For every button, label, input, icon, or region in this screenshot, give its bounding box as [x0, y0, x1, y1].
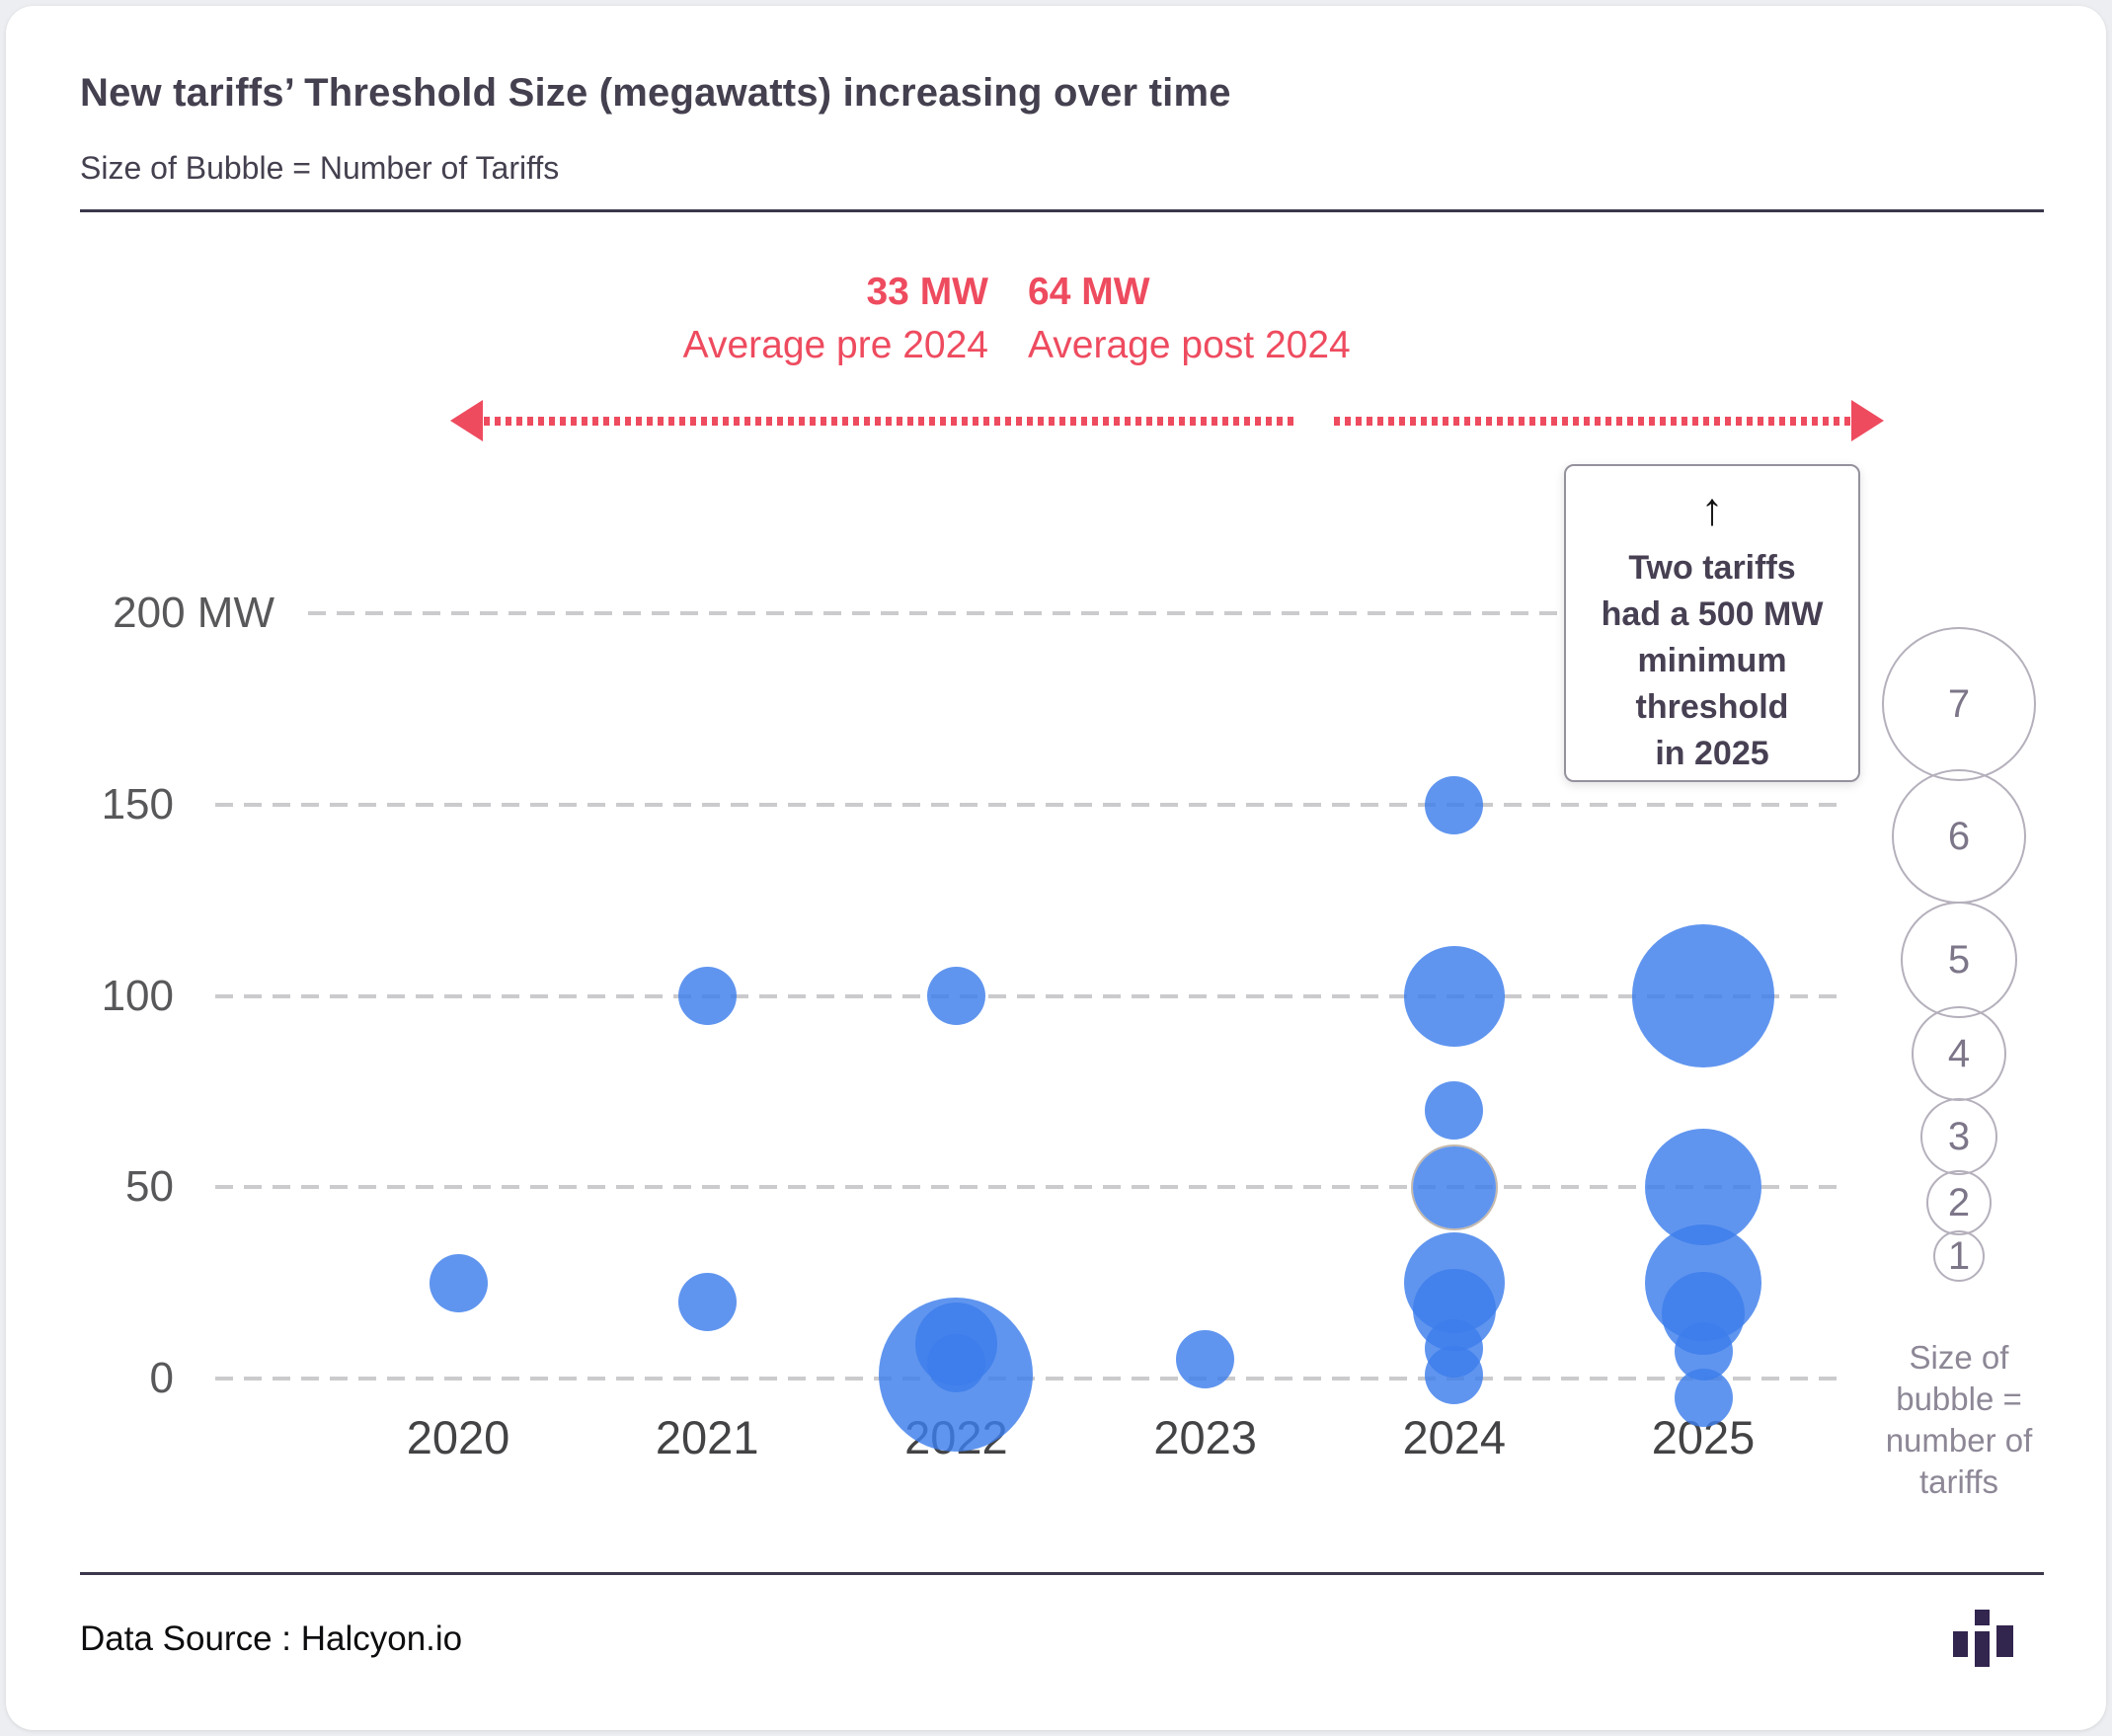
x-axis-label-2023: 2023: [1153, 1411, 1257, 1463]
legend-bubble-4: 4: [1912, 1006, 2006, 1101]
legend-bubble-3: 3: [1920, 1098, 1997, 1175]
chart-subtitle: Size of Bubble = Number of Tariffs: [80, 150, 560, 186]
legend-bubble-7: 7: [1882, 627, 2036, 781]
x-axis-label-2021: 2021: [655, 1411, 759, 1463]
bubble-2024-1mw[interactable]: [1425, 1345, 1484, 1404]
pre-2024-dotted-line: [484, 417, 1294, 426]
arrow-left-icon: [450, 400, 483, 441]
header-divider: [80, 209, 2044, 212]
post-2024-dotted-line: [1334, 417, 1854, 426]
bubble-2021-20mw[interactable]: [677, 1273, 737, 1332]
logo-center-bar: [1975, 1631, 1990, 1667]
callout-500mw-note: ↑ Two tariffs had a 500 MW minimum threshol…: [1564, 464, 1860, 782]
bubble-2025-100mw[interactable]: [1631, 924, 1775, 1067]
bubble-2024-100mw[interactable]: [1403, 945, 1505, 1047]
logo-top-dash: [1975, 1610, 1990, 1625]
halcyon-logo: [1945, 1610, 2024, 1669]
chart-card: New tariffs’ Threshold Size (megawatts) …: [6, 6, 2106, 1730]
legend-caption: Size of bubble = number of tariffs: [1885, 1339, 2033, 1500]
page-title: New tariffs’ Threshold Size (megawatts) …: [80, 71, 1231, 115]
legend-bubble-2: 2: [1926, 1170, 1992, 1235]
bubble-2024-150mw[interactable]: [1425, 775, 1484, 834]
annotation-average-post-2024: 64 MW Average post 2024: [1028, 267, 1351, 373]
pre-2024-label: Average pre 2024: [682, 324, 988, 366]
post-2024-label: Average post 2024: [1028, 324, 1351, 366]
bubble-2023-5mw[interactable]: [1176, 1330, 1235, 1389]
y-axis-tick-150: 150: [101, 780, 174, 829]
y-axis-tick-100: 100: [101, 971, 174, 1020]
bubble-2022-100mw[interactable]: [926, 967, 985, 1026]
legend-bubble-6: 6: [1892, 769, 2026, 904]
legend-bubble-5: 5: [1901, 902, 2017, 1018]
x-axis-label-2020: 2020: [406, 1411, 510, 1463]
annotation-average-pre-2024: 33 MW Average pre 2024: [683, 267, 988, 373]
bubble-2022-4mw[interactable]: [926, 1334, 985, 1392]
y-axis-tick-0: 0: [149, 1354, 174, 1402]
gridline-100mw: [215, 993, 1838, 998]
bubble-2021-100mw[interactable]: [677, 967, 737, 1026]
up-arrow-icon: ↑: [1700, 483, 1724, 534]
footer-divider: [80, 1572, 2044, 1575]
bubble-2024-50mw[interactable]: [1413, 1145, 1496, 1229]
gridline-200mw: [308, 611, 1838, 616]
bubble-2020-25mw[interactable]: [429, 1253, 488, 1312]
data-source: Data Source : Halcyon.io: [80, 1619, 463, 1658]
bubble-2025-0mw[interactable]: [1674, 1368, 1733, 1427]
logo-left-bar: [1953, 1631, 1968, 1657]
x-axis-label-2024: 2024: [1402, 1411, 1507, 1463]
y-axis-tick-200: 200 MW: [113, 589, 274, 638]
pre-2024-value: 33 MW: [866, 271, 988, 313]
callout-text: Two tariffs had a 500 MW minimum threshold i…: [1601, 549, 1824, 772]
gridline-150mw: [215, 803, 1838, 808]
logo-right-bar: [1996, 1625, 2013, 1657]
arrow-right-icon: [1851, 400, 1884, 441]
post-2024-value: 64 MW: [1028, 271, 1150, 313]
legend-bubble-1: 1: [1933, 1230, 1985, 1282]
gridline-50mw: [215, 1185, 1838, 1190]
y-axis-tick-50: 50: [125, 1162, 174, 1212]
bubble-2024-70mw[interactable]: [1425, 1081, 1484, 1141]
